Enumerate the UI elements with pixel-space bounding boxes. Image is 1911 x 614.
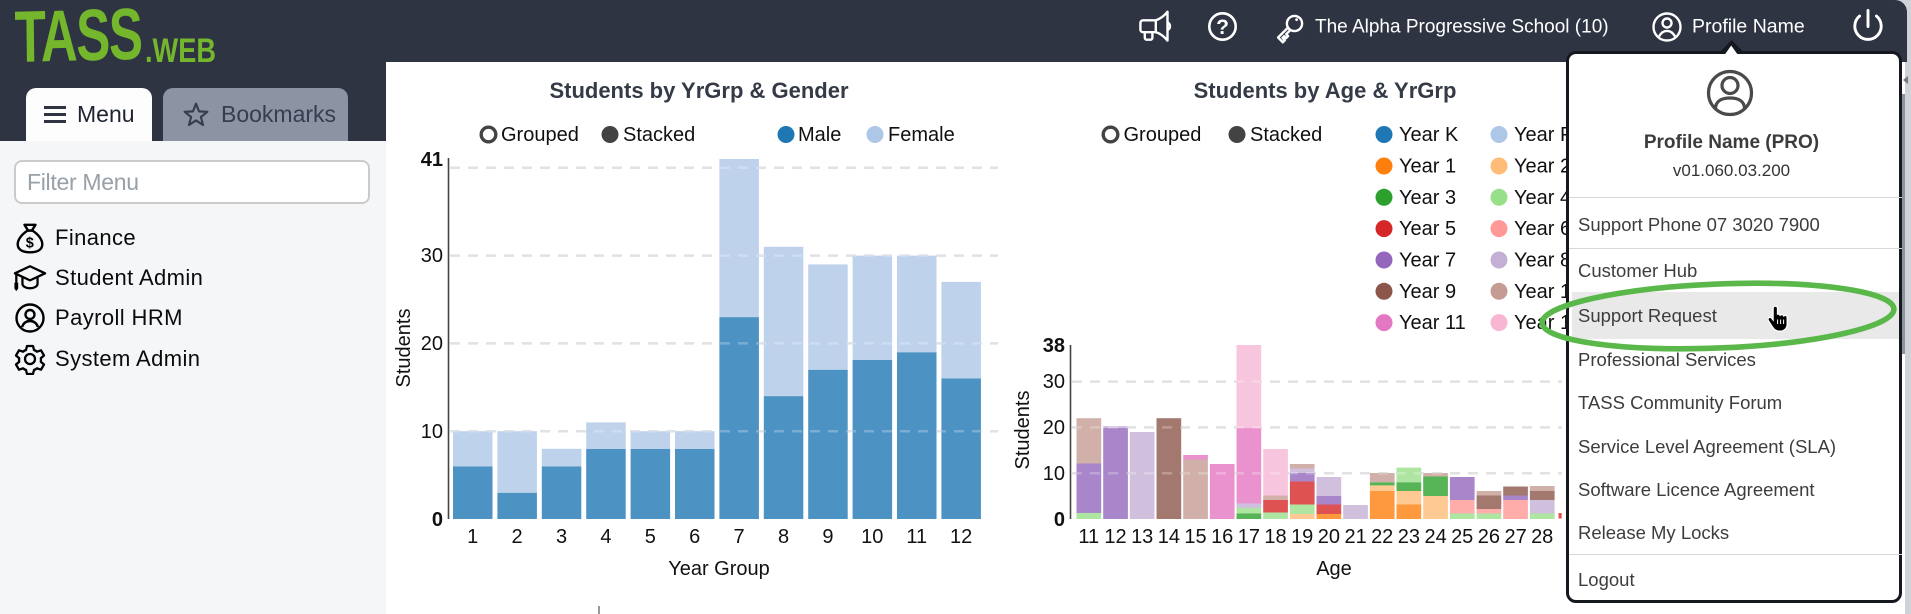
svg-text:Year 11: Year 11 (1399, 312, 1466, 334)
svg-text:0: 0 (432, 509, 443, 531)
svg-text:11: 11 (1078, 526, 1099, 548)
svg-text:20: 20 (421, 333, 443, 355)
svg-text:30: 30 (1043, 371, 1065, 393)
svg-text:21: 21 (1344, 526, 1366, 548)
svg-text:Students by YrGrp & Gender: Students by YrGrp & Gender (549, 78, 849, 103)
svg-text:25: 25 (1451, 526, 1473, 548)
svg-text:Year 1: Year 1 (1399, 156, 1456, 178)
svg-text:23: 23 (1398, 526, 1420, 548)
svg-text:15: 15 (1184, 526, 1206, 548)
svg-text:Year 6: Year 6 (1514, 218, 1566, 240)
svg-text:Grouped: Grouped (1124, 124, 1202, 146)
svg-text:0: 0 (1054, 509, 1065, 531)
svg-text:38: 38 (1043, 335, 1065, 357)
svg-text:14: 14 (1158, 526, 1180, 548)
svg-text:13: 13 (1131, 526, 1153, 548)
svg-text:26: 26 (1478, 526, 1500, 548)
svg-text:20: 20 (1318, 526, 1340, 548)
svg-text:2: 2 (512, 526, 523, 548)
svg-text:18: 18 (1264, 526, 1286, 548)
svg-text:Year 4: Year 4 (1514, 187, 1566, 209)
svg-text:Age: Age (1316, 558, 1352, 580)
svg-text:20: 20 (1043, 417, 1065, 439)
svg-text:Profile Name: Profile Name (1692, 16, 1805, 38)
svg-text:10: 10 (861, 526, 883, 548)
svg-text:Year 3: Year 3 (1399, 187, 1456, 209)
svg-text:6: 6 (689, 526, 700, 548)
svg-text:30: 30 (421, 245, 443, 267)
svg-text:Students: Students (1012, 391, 1034, 470)
svg-text:Students by Age & YrGrp: Students by Age & YrGrp (1194, 78, 1457, 103)
svg-text:19: 19 (1291, 526, 1313, 548)
svg-text:Female: Female (888, 124, 955, 146)
svg-text:22: 22 (1371, 526, 1393, 548)
svg-text:Year 2: Year 2 (1514, 156, 1566, 178)
svg-text:11: 11 (906, 526, 927, 548)
svg-text:Year 9: Year 9 (1399, 281, 1456, 303)
svg-text:9: 9 (822, 526, 833, 548)
svg-text:Stacked: Stacked (1250, 124, 1322, 146)
svg-text:3: 3 (556, 526, 567, 548)
svg-text:12: 12 (1104, 526, 1126, 548)
svg-text:5: 5 (645, 526, 656, 548)
svg-text:1: 1 (467, 526, 478, 548)
svg-text:Year 10: Year 10 (1514, 281, 1566, 303)
svg-text:The Alpha Progressive School (: The Alpha Progressive School (10) (1315, 17, 1609, 38)
svg-text:TASS: TASS (14, 0, 142, 62)
svg-text:8: 8 (778, 526, 789, 548)
svg-text:28: 28 (1531, 526, 1553, 548)
svg-text:4: 4 (600, 526, 611, 548)
svg-text:Male: Male (798, 124, 841, 146)
svg-text:?: ? (1216, 16, 1229, 39)
svg-text:27: 27 (1504, 526, 1526, 548)
svg-text:24: 24 (1424, 526, 1446, 548)
svg-text:Year 5: Year 5 (1399, 218, 1456, 240)
svg-text:Grouped: Grouped (501, 124, 579, 146)
svg-text:17: 17 (1238, 526, 1260, 548)
svg-text:$: $ (26, 235, 34, 251)
svg-text:Year Group: Year Group (668, 558, 770, 580)
svg-text:10: 10 (421, 421, 443, 443)
svg-text:41: 41 (421, 149, 443, 171)
svg-text:Year P: Year P (1514, 124, 1566, 146)
svg-text:7: 7 (734, 526, 745, 548)
svg-text:Students: Students (393, 309, 415, 388)
svg-text:12: 12 (950, 526, 972, 548)
svg-text:16: 16 (1211, 526, 1233, 548)
svg-text:Year 7: Year 7 (1399, 250, 1456, 272)
svg-text:Year 8: Year 8 (1514, 250, 1566, 272)
svg-text:.WEB: .WEB (145, 31, 216, 62)
svg-text:Stacked: Stacked (623, 124, 695, 146)
svg-text:10: 10 (1043, 463, 1065, 485)
svg-text:Year K: Year K (1399, 124, 1459, 146)
